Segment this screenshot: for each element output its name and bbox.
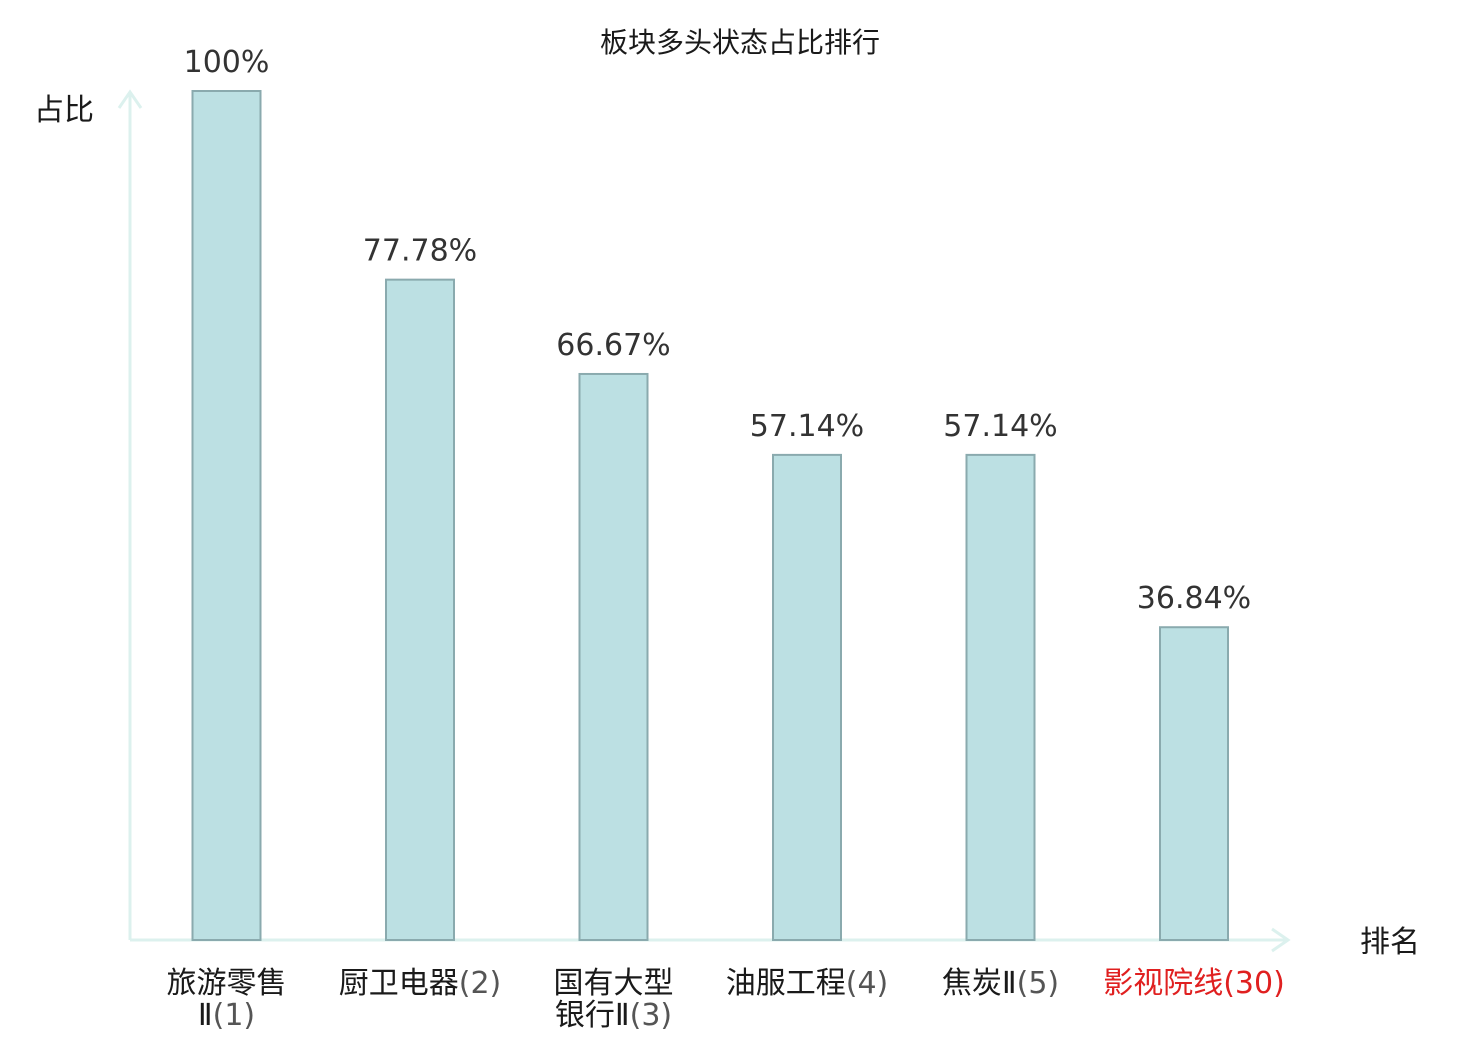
category-label-3-line-1: 国有大型 <box>554 966 674 1001</box>
bars <box>191 90 1229 942</box>
x-axis-arrow <box>1271 927 1291 953</box>
category-label-2-line-1: 厨卫电器(2) <box>339 966 502 1001</box>
bar-3 <box>578 372 649 942</box>
category-label-6-line-1: 影视院线(30) <box>1103 966 1285 1001</box>
category-label-5-line-1: 焦炭Ⅱ(5) <box>942 966 1059 1001</box>
category-label-3-line-2: 银行Ⅱ(3) <box>555 998 672 1033</box>
bar-5 <box>965 453 1036 941</box>
bar-4 <box>772 453 842 941</box>
value-labels: 100% 77.78% 66.67% 57.14% 57.14% 36.84% <box>184 45 1252 616</box>
category-label-1-line-1: 旅游零售 <box>167 966 287 1001</box>
chart-title: 板块多头状态占比排行 <box>600 26 880 59</box>
bar-1 <box>191 90 262 941</box>
value-label-4: 57.14% <box>750 409 864 444</box>
value-label-6: 36.84% <box>1137 581 1251 616</box>
value-label-2: 77.78% <box>363 234 477 269</box>
bar-6 <box>1159 626 1229 941</box>
value-label-5: 57.14% <box>943 409 1057 444</box>
value-label-1: 100% <box>184 45 270 80</box>
axes <box>117 89 1291 953</box>
value-label-3: 66.67% <box>556 328 670 363</box>
y-axis-label: 占比 <box>34 93 94 128</box>
category-label-4-line-1: 油服工程(4) <box>726 966 889 1001</box>
bar-2 <box>385 278 455 941</box>
y-axis-arrow <box>117 89 143 109</box>
category-label-1-line-2: Ⅱ(1) <box>198 998 255 1033</box>
x-axis-label: 排名 <box>1360 925 1420 960</box>
